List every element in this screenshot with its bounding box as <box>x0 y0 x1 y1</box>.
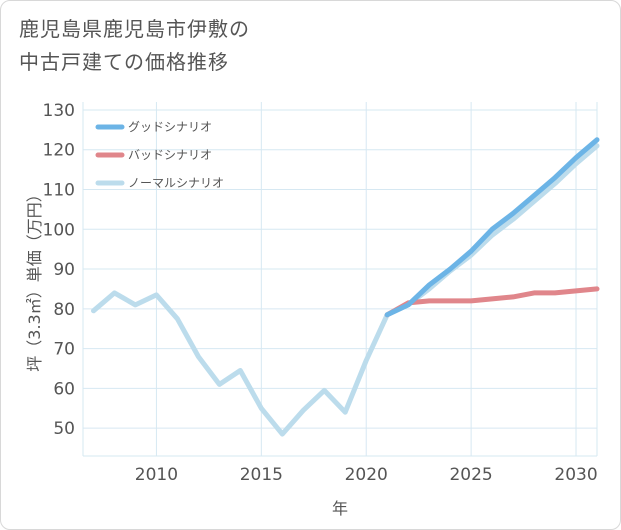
chart-title-line-1: 鹿児島県鹿児島市伊敷の <box>19 17 250 41</box>
x-axis-title: 年 <box>332 499 348 518</box>
y-tick-label: 90 <box>53 260 75 280</box>
chart-title: 鹿児島県鹿児島市伊敷の 中古戸建ての価格推移 <box>19 13 250 79</box>
series-line-1 <box>384 137 600 318</box>
y-tick-label: 80 <box>53 300 75 320</box>
series-line-2 <box>384 286 600 318</box>
legend-label-3: ノーマルシナリオ <box>128 176 224 190</box>
series-line-3 <box>91 143 600 437</box>
y-tick-label: 60 <box>53 379 75 399</box>
y-tick-label: 100 <box>43 220 75 240</box>
legend-label-2: バッドシナリオ <box>128 148 212 162</box>
legend-label-1: グッドシナリオ <box>128 120 212 134</box>
x-tick-label: 2015 <box>240 465 283 485</box>
chart-title-line-2: 中古戸建ての価格推移 <box>19 50 229 74</box>
x-tick-label: 2010 <box>135 465 178 485</box>
y-axis-title: 坪（3.3㎡）単価（万円） <box>25 186 44 371</box>
y-tick-label: 120 <box>43 141 75 161</box>
plot-area <box>83 102 597 456</box>
y-tick-label: 50 <box>53 419 75 439</box>
x-tick-label: 2030 <box>554 465 597 485</box>
y-tick-label: 70 <box>53 340 75 360</box>
x-tick-label: 2025 <box>449 465 492 485</box>
x-tick-label: 2020 <box>345 465 388 485</box>
y-tick-label: 110 <box>43 181 75 201</box>
y-tick-label: 130 <box>43 101 75 121</box>
